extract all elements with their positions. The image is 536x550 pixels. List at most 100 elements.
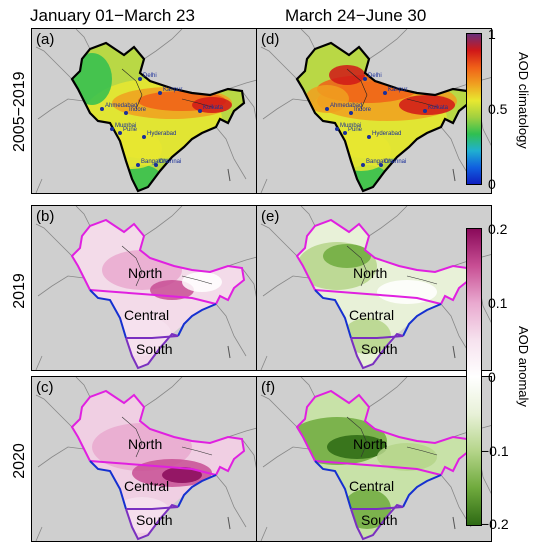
aod-blob (329, 65, 365, 85)
north-boundary (70, 218, 246, 305)
city-label: Hyderabad (147, 131, 176, 137)
city-marker (379, 163, 383, 167)
map-panel-c: North Central South (c) (31, 376, 267, 542)
colorbar-tick: 0.2 (488, 221, 508, 237)
internal-border (181, 275, 213, 285)
north-boundary (295, 218, 471, 305)
colorbar-tick: −0.1 (481, 443, 509, 459)
island-mark (227, 345, 231, 359)
city-label: Bangalore (141, 159, 169, 165)
country-border (300, 29, 316, 50)
country-border (440, 303, 472, 357)
country-border (260, 394, 298, 428)
aod-blob (305, 85, 349, 113)
anomaly-blob (162, 467, 202, 483)
anomaly-blob (327, 435, 387, 459)
city-label: Kolkata (428, 105, 449, 111)
map-panel-f: North Central South (f) (256, 376, 492, 542)
city-label: Bangalore (366, 159, 394, 165)
internal-border (181, 446, 213, 456)
anomaly-blob (323, 244, 371, 268)
region-label-north: North (128, 436, 162, 452)
row-label-2019: 2019 (11, 273, 28, 309)
country-border (75, 377, 91, 398)
city-marker (343, 131, 347, 135)
country-border (262, 98, 310, 120)
city-label: Hyderabad (372, 131, 401, 137)
city-marker (138, 77, 142, 81)
column-title-2: March 24−June 30 (285, 6, 427, 25)
city-marker (361, 163, 365, 167)
city-marker (124, 111, 128, 115)
country-border (215, 303, 247, 357)
country-border (262, 446, 310, 468)
city-marker (325, 107, 329, 111)
country-border (368, 206, 408, 237)
country-border (35, 46, 73, 80)
map-c-svg: North Central South (32, 377, 266, 541)
city-label: Mumbai (115, 123, 136, 129)
coast-line (35, 178, 43, 193)
study-area-outline (295, 41, 471, 193)
region-label-north: North (353, 436, 387, 452)
city-label: Delhi (368, 73, 382, 79)
country-border (75, 206, 91, 227)
city-label: Chennai (384, 159, 406, 165)
north-central-divider (314, 460, 442, 476)
city-label: Kolkata (203, 105, 224, 111)
country-border (35, 223, 73, 257)
north-boundary (295, 389, 471, 476)
south-boundary (125, 332, 179, 370)
island-mark (227, 168, 231, 182)
city-label: Mumbai (340, 123, 361, 129)
country-border (300, 206, 316, 227)
country-border (262, 275, 310, 297)
colorbar-climatology (466, 33, 482, 185)
city-marker (154, 163, 158, 167)
city-marker (349, 111, 353, 115)
country-border (37, 275, 85, 297)
region-label-south: South (136, 512, 173, 528)
colorbar-tick: 0.5 (488, 101, 508, 117)
internal-border (346, 416, 368, 458)
internal-border (121, 245, 143, 287)
anomaly-blob (343, 318, 391, 354)
country-border (143, 29, 183, 60)
internal-border (406, 275, 438, 285)
north-boundary (70, 389, 246, 476)
island-mark (452, 516, 456, 530)
coast-line (260, 526, 268, 541)
internal-border (181, 98, 213, 108)
map-panel-e: North Central South (e) (256, 205, 492, 371)
south-boundary (350, 503, 404, 541)
panel-label: (b) (36, 208, 55, 225)
central-boundary (89, 460, 217, 510)
colorbar-title-anomaly: AOD anomaly (516, 326, 531, 407)
country-border (440, 474, 472, 528)
colorbar-tick: 0.1 (488, 295, 508, 311)
map-panel-a: Delhi Kanpur Ahmedabad Indore Kolkata Mumbai P… (31, 28, 267, 194)
central-boundary (314, 289, 442, 339)
internal-border (406, 446, 438, 456)
panel-label: (d) (261, 31, 280, 48)
city-marker (100, 107, 104, 111)
central-boundary (314, 460, 442, 510)
map-f-svg: North Central South (257, 377, 491, 541)
south-boundary (350, 332, 404, 370)
panel-label: (c) (36, 379, 54, 396)
internal-border (406, 98, 438, 108)
city-marker (110, 127, 114, 131)
aod-blob (399, 95, 455, 115)
colorbar-tick: −0.2 (481, 516, 509, 532)
island-mark (452, 168, 456, 182)
north-central-divider (89, 289, 217, 305)
anomaly-blob (377, 280, 437, 304)
north-central-divider (89, 460, 217, 476)
map-panel-d: Delhi Kanpur Ahmedabad Indore Kolkata Mumbai P… (256, 28, 492, 194)
row-label-climatology: 2005−2019 (11, 71, 28, 152)
city-label: Ahmedabad (330, 103, 362, 109)
city-marker (423, 109, 427, 113)
country-border (368, 29, 408, 60)
